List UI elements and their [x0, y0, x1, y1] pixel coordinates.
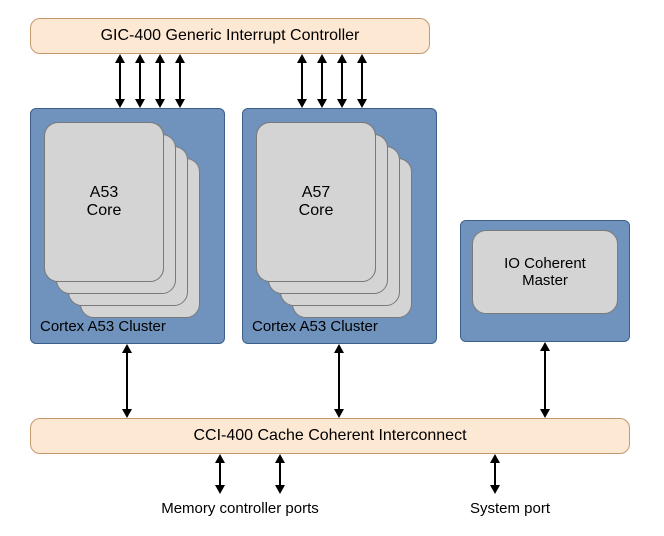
cluster-a57-core-label-1: A57 [302, 184, 330, 202]
arrow-head-up [115, 54, 125, 63]
connector-line [219, 461, 221, 487]
arrow-head-down [357, 99, 367, 108]
connector-line [338, 351, 340, 411]
arrow-head-up [490, 454, 500, 463]
connector-line [361, 61, 363, 101]
arrow-head-up [215, 454, 225, 463]
cci-label: CCI-400 Cache Coherent Interconnect [193, 427, 466, 445]
arrow-head-up [334, 344, 344, 353]
cluster-a53-core-label-1: A53 [90, 184, 118, 202]
io-master-inner: IO CoherentMaster [472, 230, 618, 314]
gic-label: GIC-400 Generic Interrupt Controller [101, 27, 360, 45]
arrow-head-up [275, 454, 285, 463]
arrow-head-up [135, 54, 145, 63]
cluster-a57-core-label-2: Core [299, 202, 334, 220]
arrow-head-down [135, 99, 145, 108]
connector-line [159, 61, 161, 101]
arrow-head-down [275, 485, 285, 494]
arrow-head-down [155, 99, 165, 108]
memory-ports-label: Memory controller ports [130, 500, 350, 517]
connector-line [126, 351, 128, 411]
arrow-head-up [122, 344, 132, 353]
arrow-head-down [122, 409, 132, 418]
arrow-head-down [317, 99, 327, 108]
cluster-a53-label: Cortex A53 Cluster [40, 318, 166, 335]
connector-line [341, 61, 343, 101]
arrow-head-up [337, 54, 347, 63]
arrow-head-up [540, 342, 550, 351]
arrow-head-down [490, 485, 500, 494]
connector-line [119, 61, 121, 101]
io-master-label-2: Master [522, 272, 568, 289]
arrow-head-down [540, 409, 550, 418]
connector-line [179, 61, 181, 101]
cluster-a53-core-label-2: Core [87, 202, 122, 220]
arrow-head-up [175, 54, 185, 63]
arrow-head-down [334, 409, 344, 418]
arrow-head-down [215, 485, 225, 494]
arrow-head-down [337, 99, 347, 108]
connector-line [301, 61, 303, 101]
gic-box: GIC-400 Generic Interrupt Controller [30, 18, 430, 54]
cluster-a57-core-front: A57Core [256, 122, 376, 282]
arrow-head-down [297, 99, 307, 108]
system-port-label: System port [450, 500, 570, 517]
arrow-head-down [115, 99, 125, 108]
connector-line [139, 61, 141, 101]
cci-box: CCI-400 Cache Coherent Interconnect [30, 418, 630, 454]
connector-line [279, 461, 281, 487]
connector-line [494, 461, 496, 487]
arrow-head-down [175, 99, 185, 108]
arrow-head-up [155, 54, 165, 63]
arrow-head-up [297, 54, 307, 63]
io-master-label-1: IO Coherent [504, 255, 586, 272]
connector-line [321, 61, 323, 101]
arrow-head-up [317, 54, 327, 63]
arrow-head-up [357, 54, 367, 63]
cluster-a53-core-front: A53Core [44, 122, 164, 282]
connector-line [544, 349, 546, 411]
cluster-a57-label: Cortex A53 Cluster [252, 318, 378, 335]
